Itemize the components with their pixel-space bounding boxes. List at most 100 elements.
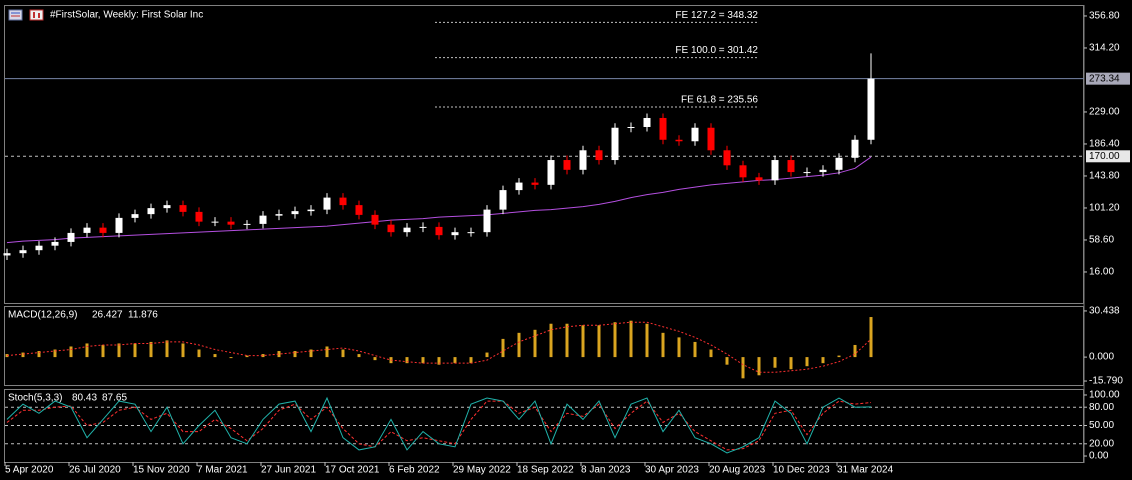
- macd-bar: [261, 354, 265, 358]
- candle-body: [227, 221, 235, 225]
- y-tick-label: 186.40: [1089, 139, 1120, 150]
- candle-body: [67, 232, 75, 242]
- macd-value: 26.427: [92, 310, 123, 321]
- candle-body: [515, 182, 523, 191]
- macd-bar: [517, 332, 521, 358]
- x-tick-label: 27 Jun 2021: [261, 465, 316, 476]
- macd-bar: [245, 355, 249, 358]
- y-tick-label: 0.00: [1089, 451, 1109, 462]
- candle-body: [611, 127, 619, 161]
- x-tick-label: 29 May 2022: [453, 465, 511, 476]
- indicator-line: [6, 400, 872, 451]
- candle-body: [675, 139, 683, 142]
- stoch-d-value: 87.65: [102, 393, 127, 404]
- macd-bar: [485, 352, 489, 358]
- macd-bar: [277, 351, 281, 358]
- macd-bar: [773, 357, 777, 368]
- price-label: 273.34: [1089, 73, 1120, 84]
- indicator-line: [6, 321, 872, 373]
- candle-body: [35, 245, 43, 251]
- y-tick-label: 356.80: [1089, 11, 1120, 22]
- macd-bar: [853, 344, 857, 358]
- candle-body: [387, 224, 395, 233]
- y-tick-label: 50.00: [1089, 420, 1114, 431]
- macd-bar: [117, 343, 121, 358]
- macd-bar: [677, 337, 681, 358]
- y-tick-label: 20.00: [1089, 438, 1114, 449]
- candle-body: [755, 177, 763, 181]
- candle-body: [819, 169, 827, 173]
- y-tick-label: 16.00: [1089, 267, 1114, 278]
- candle-body: [835, 157, 843, 170]
- y-tick-label: 229.00: [1089, 107, 1120, 118]
- macd-bar: [37, 351, 41, 358]
- macd-bar: [533, 329, 537, 358]
- candle-body: [707, 127, 715, 151]
- candle-body: [195, 211, 203, 222]
- y-tick-label: 314.20: [1089, 43, 1120, 54]
- macd-bar: [53, 349, 57, 358]
- macd-bar: [341, 349, 345, 358]
- macd-bar: [149, 341, 153, 358]
- macd-bar: [325, 346, 329, 358]
- signal-value: 11.876: [128, 310, 158, 321]
- price-label-box: [1086, 72, 1130, 85]
- macd-bar: [373, 357, 377, 361]
- candle-body: [483, 209, 491, 233]
- candle-body: [323, 197, 331, 210]
- y-tick-label: 80.00: [1089, 402, 1114, 413]
- candle-body: [179, 205, 187, 212]
- y-tick-label: 0.000: [1089, 352, 1114, 363]
- macd-bar: [357, 354, 361, 358]
- candle-body: [51, 241, 59, 246]
- macd-bar: [469, 357, 473, 364]
- x-tick-label: 5 Apr 2020: [5, 465, 54, 476]
- candle-body: [211, 221, 219, 223]
- macd-bar: [789, 357, 793, 370]
- macd-bar: [645, 323, 649, 358]
- candle-body: [787, 160, 795, 173]
- symbol-icons: [8, 9, 44, 21]
- macd-bar: [293, 351, 297, 358]
- macd-bar: [837, 355, 841, 358]
- candle-body: [403, 227, 411, 233]
- x-tick-label: 10 Dec 2023: [773, 465, 830, 476]
- macd-bar: [453, 357, 457, 364]
- candle-body: [627, 126, 635, 128]
- y-tick-label: 101.20: [1089, 203, 1120, 214]
- main-panel: [4, 5, 1084, 304]
- y-tick-label: 100.00: [1089, 390, 1120, 401]
- x-tick-label: 31 Mar 2024: [837, 465, 894, 476]
- x-tick-label: 6 Feb 2022: [389, 465, 440, 476]
- macd-bar: [693, 341, 697, 358]
- candle-body: [643, 117, 651, 127]
- price-label-box: [1086, 150, 1130, 163]
- stoch-k-value: 80.43: [72, 393, 97, 404]
- y-tick-label: 143.80: [1089, 171, 1120, 182]
- macd-bar: [549, 323, 553, 358]
- candle-body: [243, 223, 251, 225]
- x-tick-label: 20 Aug 2023: [709, 465, 766, 476]
- x-tick-label: 18 Sep 2022: [517, 465, 574, 476]
- macd-bar: [821, 357, 825, 364]
- candle-body: [691, 127, 699, 142]
- macd-bar: [213, 354, 217, 358]
- fe-label: FE 61.8 = 235.56: [681, 95, 758, 106]
- candle-body: [435, 226, 443, 236]
- candle-body: [3, 253, 11, 256]
- macd-bar: [165, 340, 169, 358]
- candle-body: [115, 217, 123, 233]
- macd-bar: [197, 349, 201, 358]
- candle-body: [563, 160, 571, 170]
- candle-body: [851, 139, 859, 158]
- candle-body: [659, 117, 667, 140]
- candle-body: [579, 150, 587, 170]
- x-tick-label: 30 Apr 2023: [645, 465, 699, 476]
- macd-bar: [501, 338, 505, 358]
- macd-bar: [709, 349, 713, 358]
- macd-bar: [581, 325, 585, 358]
- candle-body: [803, 172, 811, 174]
- fe-label: FE 127.2 = 348.32: [675, 10, 758, 21]
- candle-body: [771, 160, 779, 181]
- x-tick-label: 8 Jan 2023: [581, 465, 631, 476]
